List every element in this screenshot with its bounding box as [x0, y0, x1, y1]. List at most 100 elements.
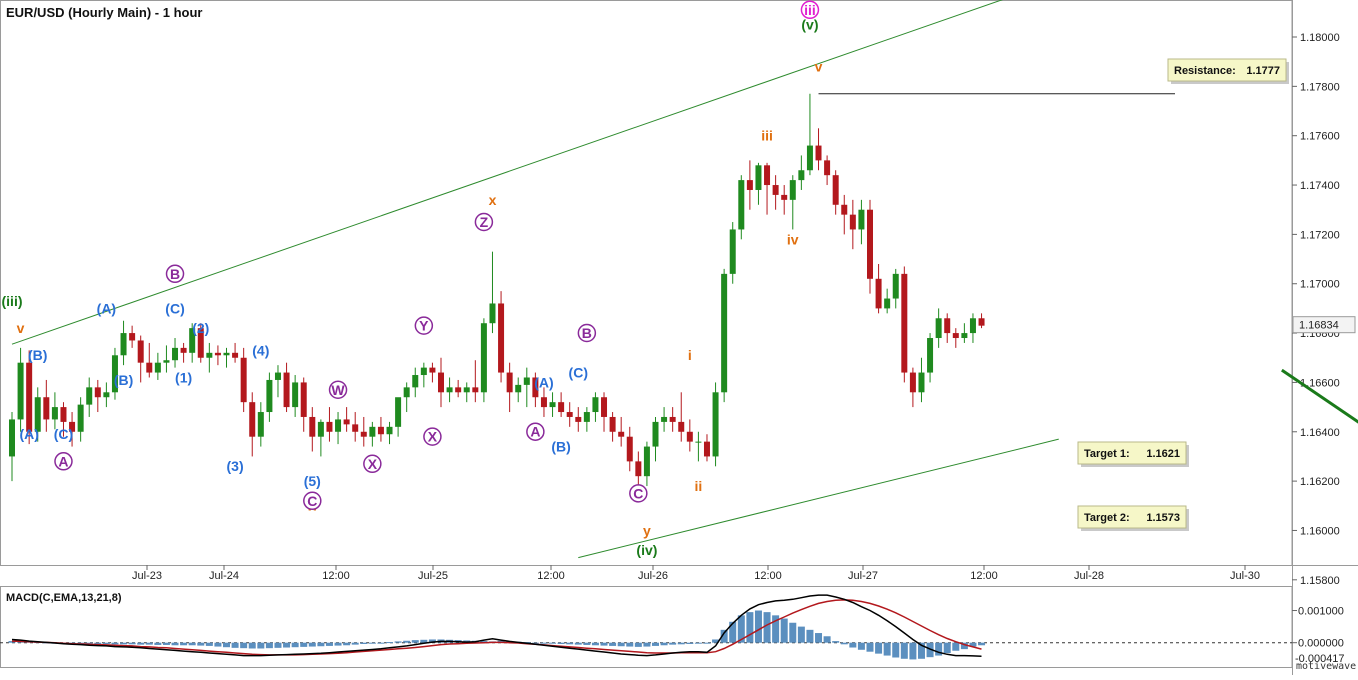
wave-label: (B) — [114, 372, 133, 388]
candle-body — [927, 338, 933, 373]
candle-body — [970, 318, 976, 333]
candle-body — [284, 373, 290, 408]
label-box-value: 1.1621 — [1146, 448, 1180, 460]
candle-up — [481, 318, 487, 402]
macd-histogram-bar — [746, 612, 753, 643]
candle-body — [841, 205, 847, 215]
candle-body — [215, 353, 221, 355]
candle-body — [738, 180, 744, 229]
candle-body — [472, 387, 478, 392]
candle-body — [387, 427, 393, 434]
wave-label-text: Z — [480, 214, 489, 230]
candle-body — [232, 353, 238, 358]
macd-histogram-bar — [232, 643, 239, 648]
macd-histogram-bar — [909, 643, 916, 660]
macd-histogram-bar — [661, 643, 668, 646]
label-box-caption: Target 1: — [1084, 448, 1130, 460]
wave-label-circled: B — [578, 325, 595, 342]
candle-body — [361, 432, 367, 437]
target-1-box: Target 1: 1.1621 — [1078, 442, 1189, 467]
macd-histogram-bar — [635, 643, 642, 647]
candle-body — [121, 333, 127, 355]
wave-label-circled: A — [527, 423, 544, 440]
macd-histogram-bar — [214, 643, 221, 647]
candle-body — [893, 274, 899, 299]
candle-body — [155, 363, 161, 373]
last-price-marker: 1.16834 — [1293, 317, 1355, 333]
candle-body — [352, 424, 358, 431]
candle-body — [301, 382, 307, 417]
chart-title: EUR/USD (Hourly Main) - 1 hour — [6, 5, 202, 20]
candle-body — [575, 417, 581, 422]
macd-histogram-bar — [317, 643, 324, 647]
macd-histogram-bar — [129, 643, 136, 645]
candle-body — [550, 402, 556, 407]
wave-label-circled: iii — [801, 1, 818, 18]
candle-body — [52, 407, 58, 419]
candle-body — [721, 274, 727, 392]
time-tick-label: 12:00 — [754, 570, 782, 582]
time-tick-label: 12:00 — [970, 570, 998, 582]
wave-label: (C) — [569, 364, 588, 380]
macd-histogram-bar — [832, 641, 839, 643]
candle-body — [678, 422, 684, 432]
candle-body — [558, 402, 564, 412]
candle-body — [43, 397, 49, 419]
wave-label: (C) — [54, 426, 73, 442]
wave-label: iii — [761, 128, 773, 144]
price-tick-label: 1.16200 — [1300, 476, 1340, 488]
candle-body — [344, 419, 350, 424]
macd-histogram-bar — [163, 643, 170, 645]
macd-histogram-bar — [549, 643, 556, 644]
candle-body — [258, 412, 264, 437]
candle-body — [489, 303, 495, 323]
price-tick-label: 1.18000 — [1300, 32, 1340, 44]
candle-body — [867, 210, 873, 279]
price-tick-label: 1.15800 — [1300, 575, 1340, 587]
macd-histogram-bar — [377, 643, 384, 644]
wave-label-text: B — [582, 325, 592, 341]
macd-histogram-bar — [764, 612, 771, 643]
candle-body — [944, 318, 950, 333]
candle-body — [635, 461, 641, 476]
macd-histogram-bar — [601, 643, 608, 646]
macd-label: MACD(C,EMA,13,21,8) — [6, 592, 122, 604]
candle-body — [369, 427, 375, 437]
candle-body — [730, 229, 736, 273]
macd-histogram-bar — [867, 643, 874, 652]
candle-body — [541, 397, 547, 407]
last-price-label: 1.16834 — [1299, 320, 1339, 332]
candle-body — [798, 170, 804, 180]
macd-histogram-bar — [952, 643, 959, 651]
wave-label-circled: C — [304, 492, 321, 509]
watermark: motivewave — [1296, 661, 1356, 672]
candle-body — [781, 195, 787, 200]
macd-histogram-bar — [841, 643, 848, 645]
wave-label: (B) — [28, 347, 47, 363]
macd-histogram-bar — [678, 643, 685, 645]
candle-body — [764, 165, 770, 185]
macd-histogram-bar — [824, 636, 831, 642]
candle-body — [661, 417, 667, 422]
macd-histogram-bar — [755, 611, 762, 643]
wave-label-circled: Z — [475, 213, 492, 230]
candle-body — [464, 387, 470, 392]
macd-histogram-bar — [609, 643, 616, 646]
macd-histogram-bar — [249, 643, 256, 649]
candle-body — [979, 318, 985, 325]
macd-histogram-bar — [240, 643, 247, 648]
macd-histogram-bar — [729, 622, 736, 643]
wave-label: x — [489, 192, 497, 208]
candle-body — [481, 323, 487, 392]
candle-body — [610, 417, 616, 432]
wave-label-text: C — [633, 485, 643, 501]
wave-label-text: C — [307, 493, 317, 509]
wave-label: (A) — [97, 300, 116, 316]
macd-histogram-bar — [300, 643, 307, 647]
wave-label: (5) — [304, 473, 321, 489]
wave-label-text: iii — [804, 2, 816, 18]
wave-label-circled: Y — [415, 317, 432, 334]
macd-histogram-bar — [575, 643, 582, 645]
time-tick-label: 12:00 — [322, 570, 350, 582]
macd-histogram-bar — [352, 643, 359, 645]
